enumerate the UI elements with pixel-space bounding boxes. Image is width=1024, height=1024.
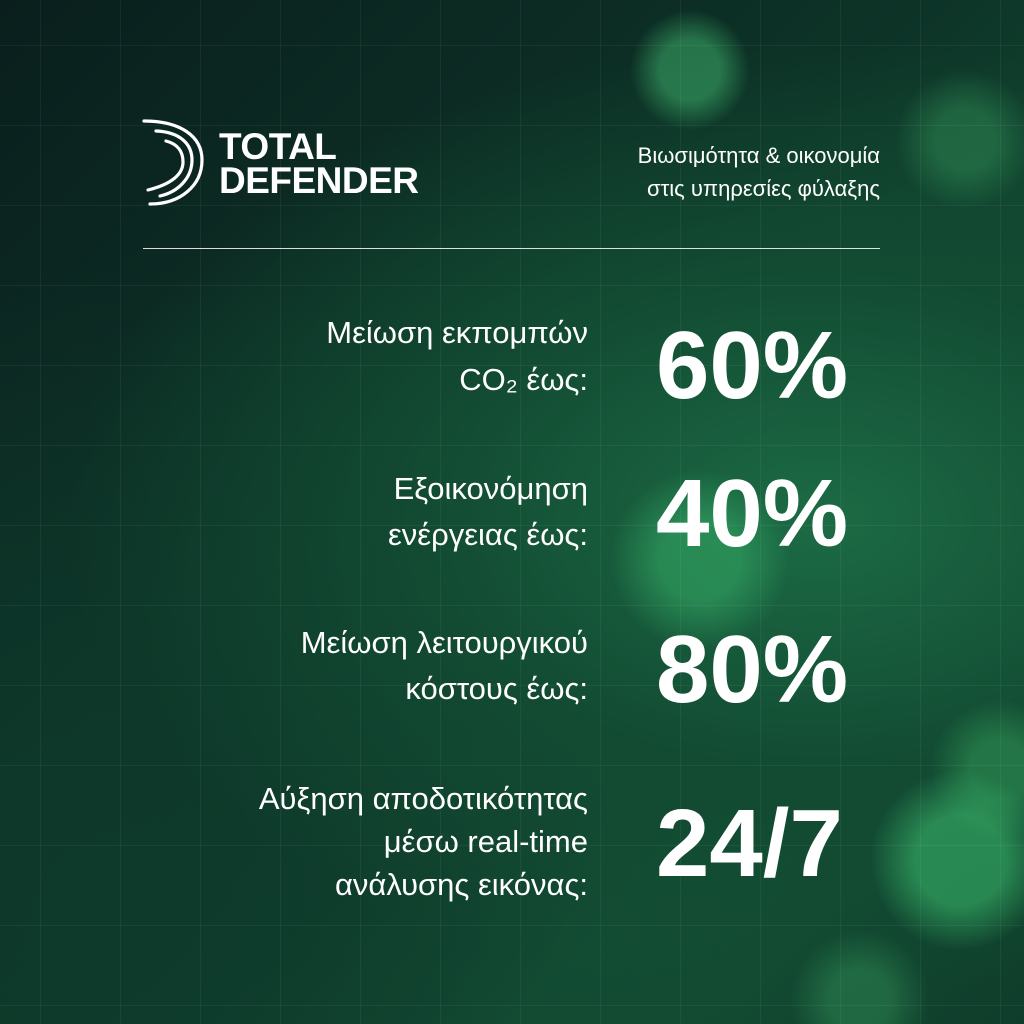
stat-label: Μείωση λειτουργικού xyxy=(300,625,588,660)
stat-label: ανάλυσης εικόνας: xyxy=(334,867,588,902)
stat-label: μέσω real-time xyxy=(383,824,588,859)
tagline: Βιωσιμότητα & οικονομία xyxy=(637,143,880,168)
stat-label: κόστους έως: xyxy=(405,671,588,706)
stat-label: CO₂ έως: xyxy=(459,362,588,397)
stat-label: Μείωση εκπομπών xyxy=(326,315,588,350)
tagline: στις υπηρεσίες φύλαξης xyxy=(647,176,880,201)
stat-value: 40% xyxy=(656,460,849,567)
stat-value: 24/7 xyxy=(656,790,843,897)
stat-value: 80% xyxy=(656,616,849,723)
logo-text: DEFENDER xyxy=(219,160,419,201)
logo-icon xyxy=(142,119,204,206)
divider xyxy=(143,248,880,249)
stat-label: Εξοικονόμηση xyxy=(393,471,588,506)
stat-label: Αύξηση αποδοτικότητας xyxy=(258,781,588,816)
stat-value: 60% xyxy=(656,312,849,419)
logo-text: TOTAL xyxy=(219,126,337,167)
stat-label: ενέργειας έως: xyxy=(387,517,588,552)
